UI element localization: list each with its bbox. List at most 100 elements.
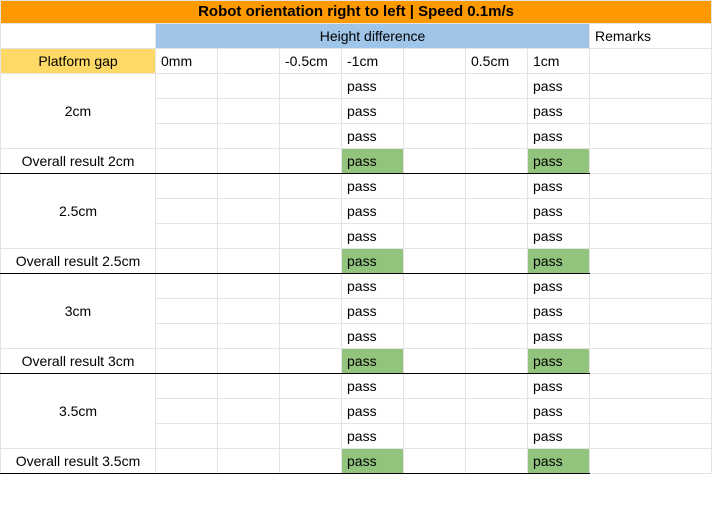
result-cell[interactable] [155,423,218,449]
result-cell[interactable] [217,198,280,224]
overall-result-label[interactable]: Overall result 3.5cm [0,448,156,474]
overall-result-cell[interactable] [403,248,466,274]
result-cell[interactable] [403,173,466,199]
result-cell[interactable] [465,173,528,199]
result-cell[interactable] [465,73,528,99]
remarks-cell[interactable] [588,373,713,399]
overall-result-cell[interactable] [217,248,280,274]
result-cell[interactable] [465,98,528,124]
result-cell[interactable] [279,198,342,224]
result-cell[interactable] [279,73,342,99]
result-cell[interactable] [217,98,280,124]
result-cell[interactable] [403,273,466,299]
result-cell[interactable] [155,323,218,349]
result-cell[interactable]: pass [527,373,590,399]
result-cell[interactable]: pass [527,223,590,249]
result-cell[interactable] [155,273,218,299]
blank-cell[interactable] [0,23,156,49]
result-cell[interactable] [403,198,466,224]
result-cell[interactable] [465,223,528,249]
result-cell[interactable]: pass [527,423,590,449]
result-cell[interactable] [155,173,218,199]
result-cell[interactable] [279,123,342,149]
result-cell[interactable] [217,323,280,349]
result-cell[interactable] [217,173,280,199]
result-cell[interactable] [279,323,342,349]
remarks-cell[interactable] [588,248,713,274]
result-cell[interactable] [403,373,466,399]
result-cell[interactable]: pass [527,173,590,199]
overall-result-cell[interactable] [465,348,528,374]
result-cell[interactable] [155,223,218,249]
overall-result-cell[interactable] [155,448,218,474]
result-cell[interactable]: pass [341,323,404,349]
result-cell[interactable] [403,323,466,349]
result-cell[interactable] [403,423,466,449]
result-cell[interactable] [155,123,218,149]
overall-result-cell[interactable] [403,148,466,174]
result-cell[interactable] [155,98,218,124]
result-cell[interactable]: pass [527,273,590,299]
result-cell[interactable] [465,123,528,149]
result-cell[interactable]: pass [341,373,404,399]
result-cell[interactable]: pass [341,223,404,249]
result-cell[interactable] [403,123,466,149]
result-cell[interactable]: pass [341,198,404,224]
height-column-header[interactable]: 1cm [527,48,590,74]
overall-result-cell[interactable] [279,148,342,174]
result-cell[interactable] [279,373,342,399]
result-cell[interactable] [155,73,218,99]
remarks-cell[interactable] [588,48,713,74]
result-cell[interactable] [155,298,218,324]
overall-result-cell[interactable] [155,148,218,174]
remarks-cell[interactable] [588,273,713,299]
overall-result-cell[interactable] [279,448,342,474]
result-cell[interactable] [403,223,466,249]
overall-result-cell[interactable]: pass [527,448,590,474]
result-cell[interactable] [465,298,528,324]
result-cell[interactable] [279,398,342,424]
result-cell[interactable]: pass [341,98,404,124]
remarks-header[interactable]: Remarks [588,23,713,49]
platform-gap-label[interactable]: 2cm [0,73,156,149]
remarks-cell[interactable] [588,298,713,324]
overall-result-cell[interactable]: pass [527,148,590,174]
result-cell[interactable] [465,198,528,224]
overall-result-cell[interactable]: pass [341,448,404,474]
platform-gap-header[interactable]: Platform gap [0,48,156,74]
platform-gap-label[interactable]: 3.5cm [0,373,156,449]
overall-result-cell[interactable] [403,348,466,374]
overall-result-cell[interactable]: pass [341,348,404,374]
result-cell[interactable]: pass [341,173,404,199]
result-cell[interactable] [217,123,280,149]
remarks-cell[interactable] [588,98,713,124]
height-column-header[interactable]: 0.5cm [465,48,528,74]
overall-result-cell[interactable] [155,348,218,374]
overall-result-cell[interactable]: pass [341,148,404,174]
result-cell[interactable] [217,273,280,299]
result-cell[interactable] [279,173,342,199]
remarks-cell[interactable] [588,398,713,424]
height-column-header[interactable]: -1cm [341,48,404,74]
overall-result-cell[interactable] [465,248,528,274]
remarks-cell[interactable] [588,323,713,349]
overall-result-cell[interactable] [217,348,280,374]
overall-result-cell[interactable]: pass [527,348,590,374]
result-cell[interactable]: pass [341,423,404,449]
result-cell[interactable] [217,73,280,99]
result-cell[interactable]: pass [341,123,404,149]
overall-result-cell[interactable] [155,248,218,274]
result-cell[interactable] [155,373,218,399]
result-cell[interactable] [465,423,528,449]
overall-result-cell[interactable] [217,448,280,474]
overall-result-cell[interactable] [279,348,342,374]
table-title[interactable]: Robot orientation right to left | Speed … [0,0,713,24]
overall-result-label[interactable]: Overall result 2cm [0,148,156,174]
remarks-cell[interactable] [588,348,713,374]
remarks-cell[interactable] [588,223,713,249]
result-cell[interactable]: pass [527,298,590,324]
result-cell[interactable]: pass [341,273,404,299]
height-column-header[interactable]: -0.5cm [279,48,342,74]
result-cell[interactable]: pass [527,123,590,149]
height-column-header[interactable] [403,48,466,74]
